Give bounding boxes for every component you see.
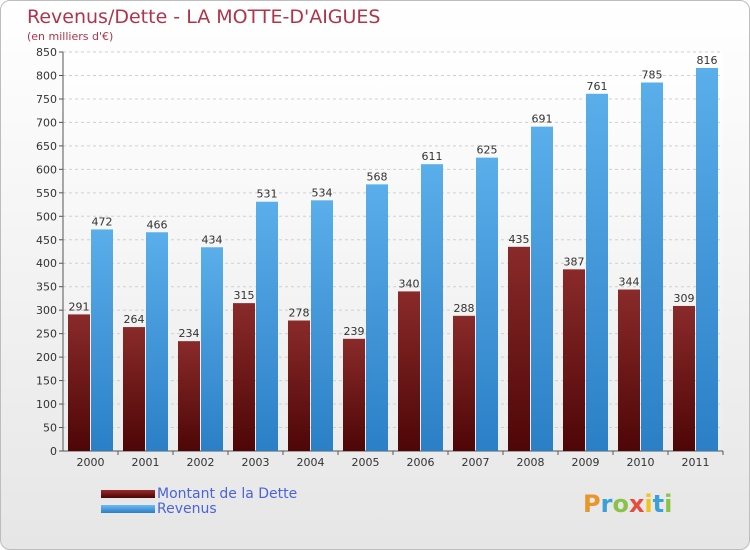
y-tick-label: 150	[36, 375, 57, 388]
chart-title: Revenus/Dette - LA MOTTE-D'AIGUES	[27, 6, 381, 28]
bar-dette	[618, 289, 640, 451]
bar-dette	[563, 269, 585, 451]
data-label: 435	[509, 233, 530, 246]
y-tick-label: 650	[36, 140, 57, 153]
bar-revenus	[421, 164, 443, 452]
logo-letter: o	[612, 490, 629, 518]
data-label: 239	[344, 325, 365, 338]
data-label: 531	[257, 188, 278, 201]
bar-dette	[343, 338, 365, 451]
y-tick-label: 400	[36, 257, 57, 270]
data-label: 472	[92, 215, 113, 228]
x-tick-label: 2004	[297, 456, 325, 469]
data-label: 568	[367, 170, 388, 183]
data-label: 315	[234, 289, 255, 302]
logo-letter: r	[600, 490, 613, 518]
data-label: 234	[179, 327, 200, 340]
y-tick-label: 750	[36, 93, 57, 106]
chart-subtitle: (en milliers d'€)	[27, 30, 114, 43]
x-tick-label: 2005	[352, 456, 380, 469]
bar-revenus	[201, 247, 223, 451]
y-tick-label: 550	[36, 187, 57, 200]
bar-dette	[398, 291, 420, 451]
x-tick-label: 2009	[572, 456, 600, 469]
x-tick-label: 2006	[407, 456, 435, 469]
bar-revenus	[311, 200, 333, 451]
data-label: 291	[69, 300, 90, 313]
plot-area	[63, 52, 723, 451]
data-label: 691	[532, 113, 553, 126]
data-label: 625	[477, 144, 498, 157]
x-tick-label: 2002	[187, 456, 215, 469]
x-tick-label: 2007	[462, 456, 490, 469]
legend-label-revenus: Revenus	[157, 501, 217, 517]
data-label: 611	[422, 150, 443, 163]
legend-label-dette: Montant de la Dette	[157, 486, 298, 502]
data-label: 288	[454, 302, 475, 315]
data-label: 278	[289, 307, 310, 320]
data-label: 340	[399, 277, 420, 290]
bar-dette	[123, 327, 145, 451]
y-tick-label: 450	[36, 234, 57, 247]
logo-letter: x	[628, 490, 645, 518]
x-tick-label: 2000	[77, 456, 105, 469]
bar-dette	[673, 305, 695, 451]
y-tick-label: 800	[36, 69, 57, 82]
y-tick-label: 0	[50, 445, 57, 458]
y-tick-label: 300	[36, 304, 57, 317]
bar-revenus	[146, 232, 168, 451]
x-tick-label: 2010	[627, 456, 655, 469]
bar-dette	[453, 315, 475, 451]
data-label: 434	[202, 233, 223, 246]
bar-revenus	[696, 67, 718, 452]
data-label: 387	[564, 255, 585, 268]
y-tick-label: 250	[36, 328, 57, 341]
x-tick-label: 2001	[132, 456, 160, 469]
data-label: 534	[312, 186, 333, 199]
bar-revenus	[531, 126, 553, 451]
y-tick-label: 100	[36, 398, 57, 411]
bar-dette	[233, 303, 255, 451]
bar-dette	[68, 314, 90, 451]
data-label: 466	[147, 218, 168, 231]
bar-revenus	[256, 201, 278, 451]
legend-swatch-dette	[101, 490, 155, 498]
y-tick-label: 700	[36, 116, 57, 129]
data-label: 785	[642, 69, 663, 82]
data-label: 761	[587, 80, 608, 93]
y-tick-label: 500	[36, 210, 57, 223]
bar-revenus	[366, 184, 388, 451]
y-tick-label: 200	[36, 351, 57, 364]
bar-dette	[508, 246, 530, 451]
legend-swatch-revenus	[101, 505, 155, 513]
logo-letter: i	[644, 490, 653, 518]
data-label: 344	[619, 276, 640, 289]
data-label: 816	[697, 54, 718, 67]
x-tick-label: 2011	[682, 456, 710, 469]
bar-revenus	[91, 229, 113, 451]
logo-letter: i	[664, 490, 673, 518]
y-tick-label: 600	[36, 163, 57, 176]
x-tick-label: 2008	[517, 456, 545, 469]
bar-revenus	[476, 157, 498, 451]
x-tick-label: 2003	[242, 456, 270, 469]
logo-letter: P	[583, 490, 601, 518]
y-tick-label: 50	[43, 422, 57, 435]
bar-revenus	[641, 82, 663, 451]
y-tick-label: 850	[36, 46, 57, 59]
bar-dette	[288, 320, 310, 451]
y-tick-label: 350	[36, 281, 57, 294]
data-label: 264	[124, 313, 145, 326]
bar-revenus	[586, 93, 608, 451]
data-label: 309	[674, 292, 695, 305]
proxiti-logo: Proxiti	[583, 490, 672, 518]
bar-dette	[178, 341, 200, 451]
logo-letter: t	[652, 490, 665, 518]
